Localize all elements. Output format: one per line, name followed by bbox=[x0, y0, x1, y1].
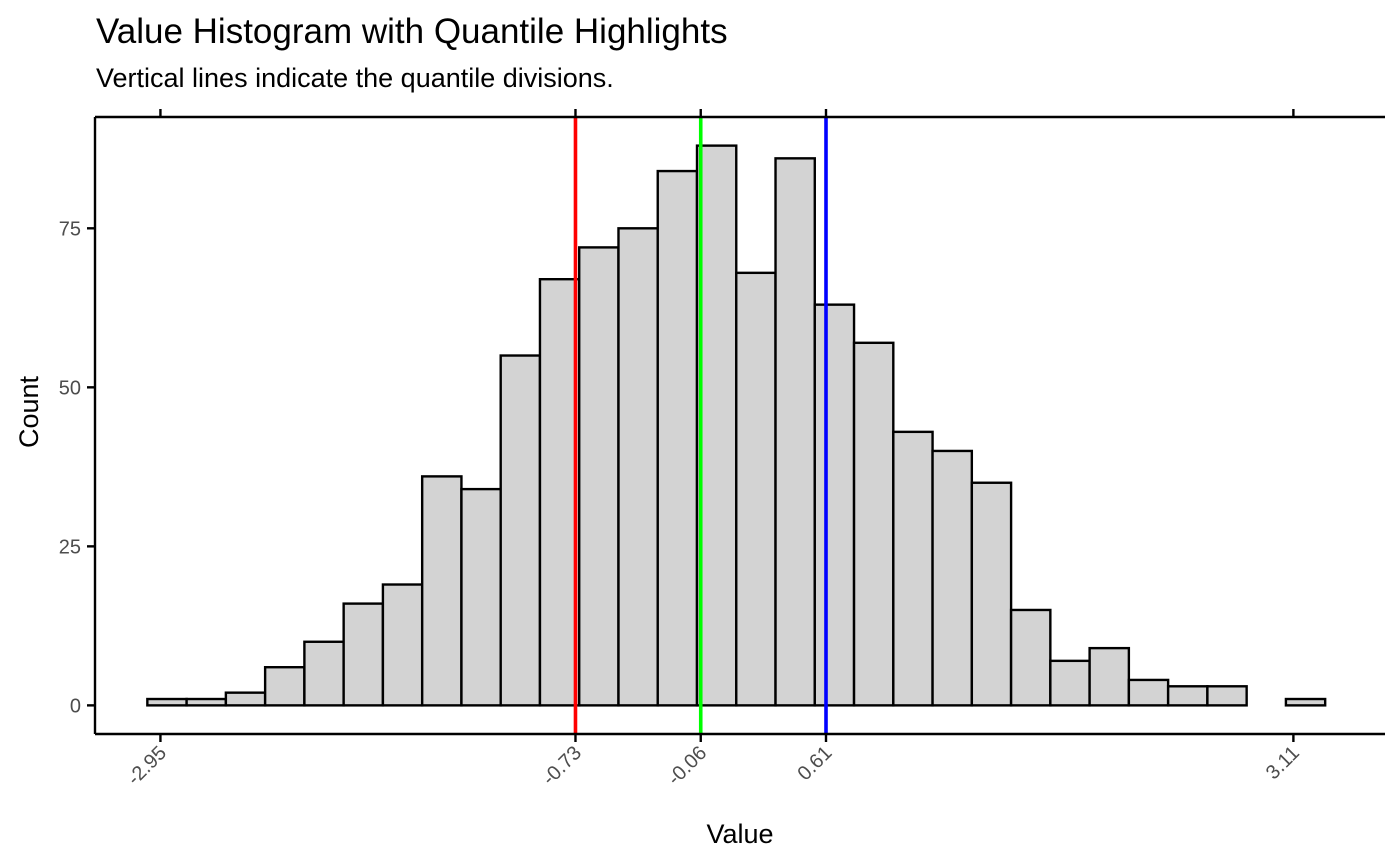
histogram-bar-16 bbox=[774, 157, 816, 707]
histogram-bar-11 bbox=[578, 246, 620, 707]
quantile-lines-group bbox=[573, 117, 828, 734]
x-tick-label-1: -0.73 bbox=[538, 742, 586, 790]
histogram-bar-25 bbox=[1127, 678, 1170, 707]
y-tick-label-1: 25 bbox=[59, 536, 81, 558]
x-tick-label-3: 0.61 bbox=[793, 742, 836, 785]
histogram-bar-14 bbox=[695, 144, 738, 707]
histogram-bar-17 bbox=[813, 303, 856, 707]
y-tick-label-3: 75 bbox=[59, 218, 81, 240]
x-tick-label-0: -2.95 bbox=[123, 742, 171, 790]
x-axis-title: Value bbox=[706, 819, 773, 849]
histogram-bar-22 bbox=[1009, 608, 1052, 707]
histogram-bar-15 bbox=[735, 271, 777, 707]
histogram-bar-5 bbox=[342, 602, 385, 707]
histogram-bar-1 bbox=[185, 697, 228, 707]
histogram-bar-21 bbox=[970, 481, 1013, 707]
histogram-bar-10 bbox=[538, 278, 581, 707]
histogram-bar-6 bbox=[381, 583, 424, 707]
y-axis-title: Count bbox=[14, 375, 44, 448]
y-tick-label-0: 0 bbox=[70, 695, 81, 717]
chart-subtitle: Vertical lines indicate the quantile div… bbox=[96, 63, 614, 93]
histogram-bar-7 bbox=[420, 475, 463, 707]
histogram-bar-26 bbox=[1166, 685, 1209, 707]
histogram-bar-8 bbox=[460, 487, 502, 707]
histogram-bar-20 bbox=[931, 449, 974, 707]
histogram-bar-18 bbox=[852, 341, 895, 707]
histogram-bar-19 bbox=[892, 430, 934, 707]
chart-title: Value Histogram with Quantile Highlights bbox=[96, 12, 728, 51]
histogram-bar-3 bbox=[263, 666, 306, 707]
histogram-bar-29 bbox=[1284, 697, 1327, 707]
histogram-bar-12 bbox=[617, 227, 659, 707]
histogram-bar-13 bbox=[656, 169, 699, 707]
bars-group bbox=[146, 144, 1327, 707]
y-tick-label-2: 50 bbox=[59, 377, 81, 399]
histogram-bar-23 bbox=[1049, 659, 1091, 707]
histogram-bar-4 bbox=[303, 640, 345, 707]
x-tick-label-2: -0.06 bbox=[663, 742, 711, 790]
histogram-bar-24 bbox=[1088, 646, 1131, 707]
histogram-bar-2 bbox=[224, 691, 267, 707]
x-tick-label-4: 3.11 bbox=[1262, 742, 1304, 784]
histogram-bar-9 bbox=[499, 354, 542, 707]
histogram-bar-0 bbox=[146, 697, 188, 707]
histogram-bar-27 bbox=[1206, 685, 1248, 707]
axes-group bbox=[93, 115, 1385, 736]
